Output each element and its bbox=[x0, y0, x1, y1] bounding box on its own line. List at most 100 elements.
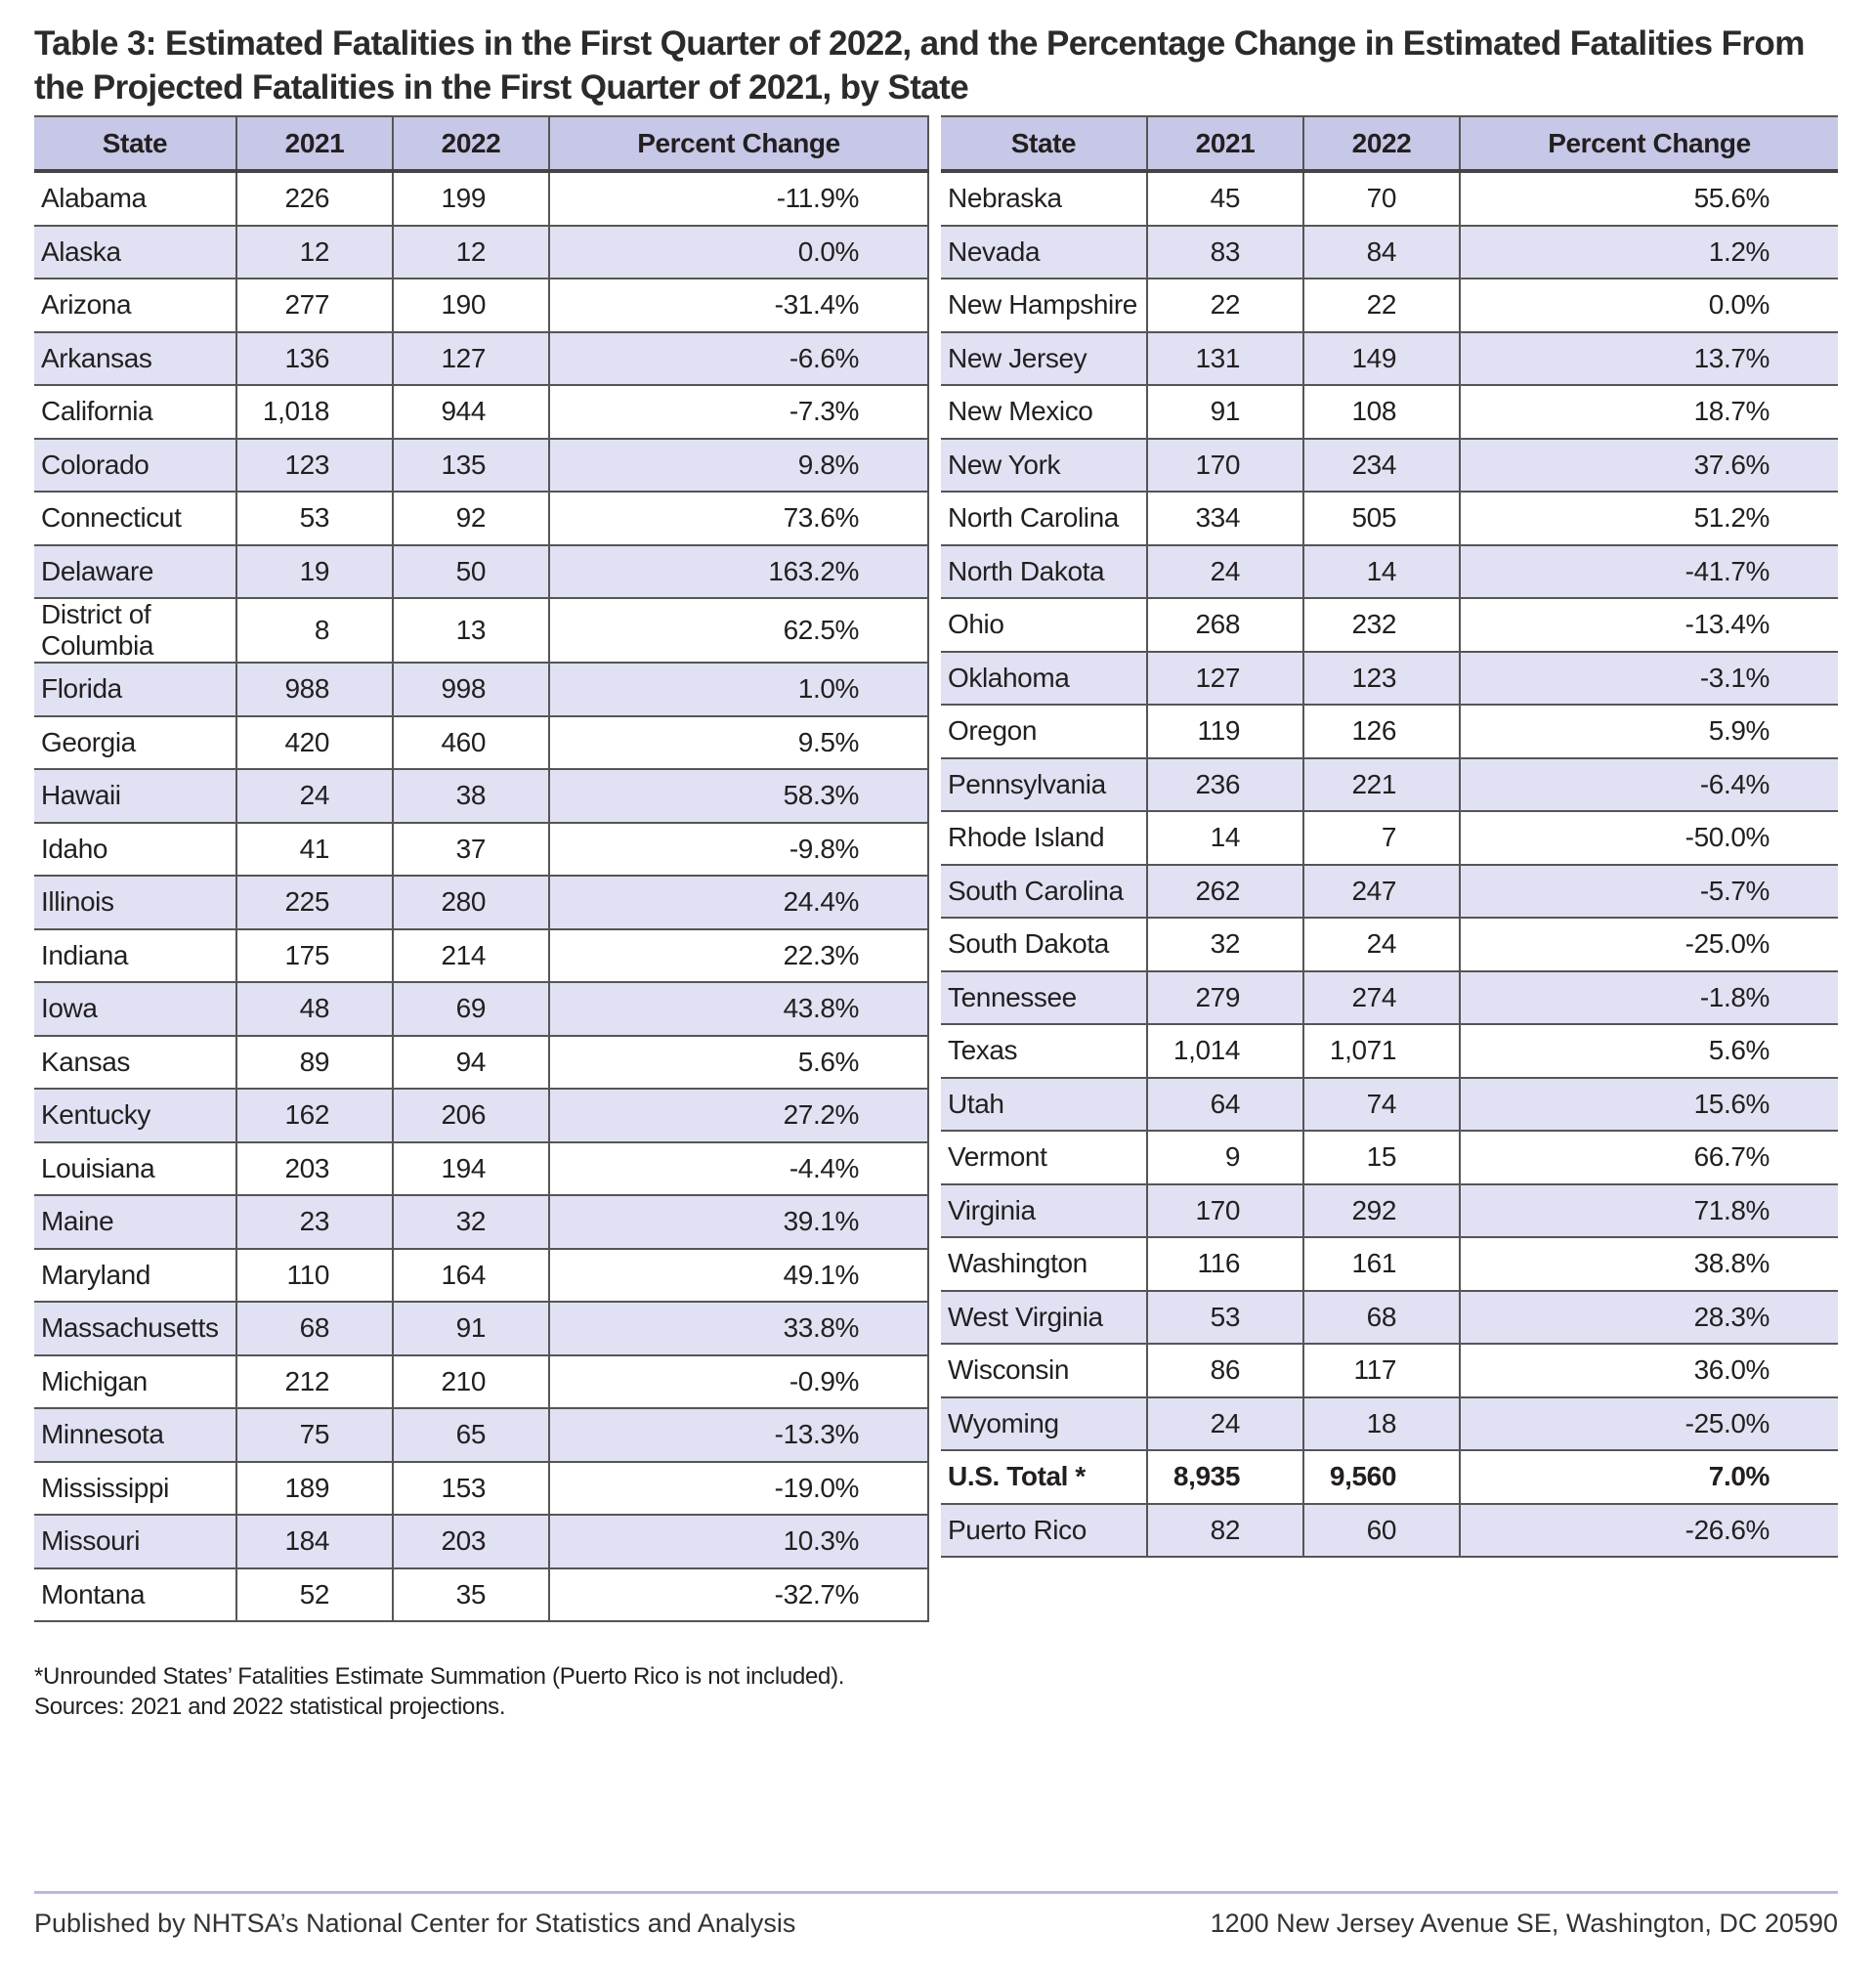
cell-state: Colorado bbox=[34, 437, 237, 493]
table-row: Oklahoma 127 123 -3.1% bbox=[941, 650, 1838, 706]
cell-fatalities-2022: 13 bbox=[392, 597, 550, 664]
col-header-2021: 2021 bbox=[235, 115, 394, 173]
cell-fatalities-2021: 12 bbox=[235, 224, 394, 279]
cell-percent-change: -1.8% bbox=[1459, 969, 1838, 1025]
cell-percent-change: 37.6% bbox=[1459, 437, 1838, 493]
cell-percent-change: 38.8% bbox=[1459, 1236, 1838, 1292]
cell-percent-change: 13.7% bbox=[1459, 330, 1838, 386]
cell-state: Texas bbox=[941, 1023, 1148, 1079]
cell-fatalities-2021: 136 bbox=[235, 330, 394, 386]
table-row: Mississippi 189 153 -19.0% bbox=[34, 1460, 929, 1516]
cell-state: Kentucky bbox=[34, 1088, 237, 1143]
table-row: Missouri 184 203 10.3% bbox=[34, 1514, 929, 1569]
cell-percent-change: -5.7% bbox=[1459, 863, 1838, 919]
footer-address: 1200 New Jersey Avenue SE, Washington, D… bbox=[1210, 1909, 1838, 1938]
cell-percent-change: -41.7% bbox=[1459, 543, 1838, 599]
cell-state: Georgia bbox=[34, 714, 237, 770]
cell-percent-change: -25.0% bbox=[1459, 917, 1838, 972]
cell-fatalities-2022: 91 bbox=[392, 1301, 550, 1356]
table-row: Idaho 41 37 -9.8% bbox=[34, 821, 929, 877]
table-notes: *Unrounded States’ Fatalities Estimate S… bbox=[34, 1661, 844, 1722]
cell-state: Oklahoma bbox=[941, 650, 1148, 706]
col-header-percent-change: Percent Change bbox=[548, 115, 929, 173]
cell-fatalities-2022: 18 bbox=[1302, 1395, 1461, 1451]
cell-percent-change: -13.3% bbox=[548, 1407, 929, 1463]
cell-state: U.S. Total * bbox=[941, 1449, 1148, 1505]
cell-percent-change: 15.6% bbox=[1459, 1076, 1838, 1132]
cell-percent-change: -3.1% bbox=[1459, 650, 1838, 706]
footer-divider bbox=[34, 1891, 1838, 1894]
table-row: Alaska 12 12 0.0% bbox=[34, 224, 929, 279]
cell-percent-change: 55.6% bbox=[1459, 170, 1838, 227]
cell-percent-change: -50.0% bbox=[1459, 810, 1838, 866]
cell-fatalities-2021: 203 bbox=[235, 1140, 394, 1196]
cell-fatalities-2022: 247 bbox=[1302, 863, 1461, 919]
cell-fatalities-2021: 279 bbox=[1146, 969, 1304, 1025]
cell-fatalities-2022: 998 bbox=[392, 662, 550, 717]
cell-percent-change: 49.1% bbox=[548, 1247, 929, 1303]
cell-fatalities-2021: 226 bbox=[235, 170, 394, 227]
cell-percent-change: 7.0% bbox=[1459, 1449, 1838, 1505]
table-row: Montana 52 35 -32.7% bbox=[34, 1566, 929, 1622]
table-row: Louisiana 203 194 -4.4% bbox=[34, 1140, 929, 1196]
cell-fatalities-2022: 68 bbox=[1302, 1289, 1461, 1345]
table-row: Illinois 225 280 24.4% bbox=[34, 875, 929, 930]
cell-fatalities-2021: 119 bbox=[1146, 704, 1304, 759]
cell-state: North Carolina bbox=[941, 491, 1148, 546]
table-row: Kansas 89 94 5.6% bbox=[34, 1034, 929, 1090]
table-row: Maryland 110 164 49.1% bbox=[34, 1247, 929, 1303]
table-row: Minnesota 75 65 -13.3% bbox=[34, 1407, 929, 1463]
cell-fatalities-2022: 15 bbox=[1302, 1130, 1461, 1185]
cell-fatalities-2021: 212 bbox=[235, 1353, 394, 1409]
cell-fatalities-2021: 9 bbox=[1146, 1130, 1304, 1185]
cell-state: Florida bbox=[34, 662, 237, 717]
cell-fatalities-2021: 89 bbox=[235, 1034, 394, 1090]
table-row: Arkansas 136 127 -6.6% bbox=[34, 330, 929, 386]
cell-percent-change: 163.2% bbox=[548, 543, 929, 599]
fatalities-table-left: State 2021 2022 Percent Change Alabama 22… bbox=[34, 115, 929, 1622]
cell-state: Michigan bbox=[34, 1353, 237, 1409]
cell-state: Wyoming bbox=[941, 1395, 1148, 1451]
cell-fatalities-2021: 53 bbox=[235, 491, 394, 546]
cell-percent-change: 58.3% bbox=[548, 768, 929, 824]
cell-percent-change: 5.9% bbox=[1459, 704, 1838, 759]
cell-state: District of Columbia bbox=[34, 597, 237, 664]
cell-state: Maine bbox=[34, 1194, 237, 1250]
cell-fatalities-2022: 65 bbox=[392, 1407, 550, 1463]
table-row: Iowa 48 69 43.8% bbox=[34, 981, 929, 1037]
table-row: Alabama 226 199 -11.9% bbox=[34, 170, 929, 227]
cell-state: Hawaii bbox=[34, 768, 237, 824]
cell-fatalities-2021: 22 bbox=[1146, 278, 1304, 333]
cell-state: Connecticut bbox=[34, 491, 237, 546]
cell-fatalities-2021: 8,935 bbox=[1146, 1449, 1304, 1505]
cell-percent-change: 1.0% bbox=[548, 662, 929, 717]
table-row: Delaware 19 50 163.2% bbox=[34, 543, 929, 599]
cell-state: Arizona bbox=[34, 278, 237, 333]
cell-fatalities-2021: 170 bbox=[1146, 437, 1304, 493]
table-row: Maine 23 32 39.1% bbox=[34, 1194, 929, 1250]
cell-fatalities-2021: 64 bbox=[1146, 1076, 1304, 1132]
table-row: District of Columbia 8 13 62.5% bbox=[34, 597, 929, 664]
col-header-2022: 2022 bbox=[392, 115, 550, 173]
cell-fatalities-2022: 127 bbox=[392, 330, 550, 386]
cell-fatalities-2022: 214 bbox=[392, 927, 550, 983]
table-row: New Jersey 131 149 13.7% bbox=[941, 330, 1838, 386]
sources-note: Sources: 2021 and 2022 statistical proje… bbox=[34, 1694, 506, 1720]
table-row: South Carolina 262 247 -5.7% bbox=[941, 863, 1838, 919]
cell-fatalities-2022: 32 bbox=[392, 1194, 550, 1250]
cell-fatalities-2022: 69 bbox=[392, 981, 550, 1037]
cell-percent-change: -32.7% bbox=[548, 1566, 929, 1622]
cell-percent-change: 73.6% bbox=[548, 491, 929, 546]
cell-percent-change: 71.8% bbox=[1459, 1182, 1838, 1238]
table-row: Wyoming 24 18 -25.0% bbox=[941, 1395, 1838, 1451]
cell-fatalities-2022: 232 bbox=[1302, 597, 1461, 653]
table-row: West Virginia 53 68 28.3% bbox=[941, 1289, 1838, 1345]
cell-state: New Hampshire bbox=[941, 278, 1148, 333]
cell-fatalities-2021: 83 bbox=[1146, 224, 1304, 279]
cell-state: Puerto Rico bbox=[941, 1502, 1148, 1558]
cell-fatalities-2022: 135 bbox=[392, 437, 550, 493]
cell-state: Alaska bbox=[34, 224, 237, 279]
cell-fatalities-2021: 189 bbox=[235, 1460, 394, 1516]
col-header-percent-change: Percent Change bbox=[1459, 115, 1838, 173]
cell-percent-change: -31.4% bbox=[548, 278, 929, 333]
